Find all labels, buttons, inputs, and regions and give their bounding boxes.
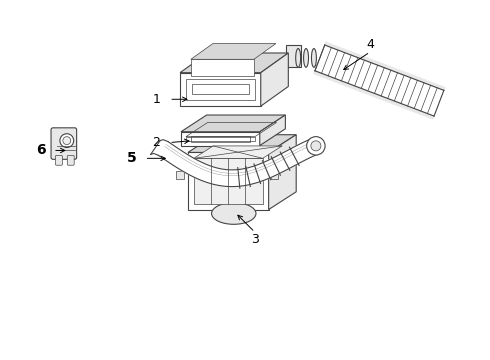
FancyBboxPatch shape (51, 128, 76, 159)
Text: 5: 5 (127, 151, 137, 165)
Polygon shape (176, 171, 184, 179)
Polygon shape (387, 99, 394, 104)
Polygon shape (417, 77, 425, 83)
Polygon shape (180, 53, 288, 73)
Polygon shape (341, 81, 348, 86)
Polygon shape (373, 94, 381, 99)
Polygon shape (338, 47, 345, 53)
Text: 3: 3 (251, 233, 259, 246)
Polygon shape (371, 60, 379, 65)
Ellipse shape (304, 49, 309, 67)
Polygon shape (194, 146, 282, 158)
Polygon shape (426, 113, 434, 119)
Polygon shape (269, 135, 296, 210)
Polygon shape (367, 91, 374, 96)
Polygon shape (188, 135, 296, 152)
Polygon shape (188, 152, 269, 210)
Polygon shape (360, 89, 368, 94)
Polygon shape (420, 111, 427, 116)
Circle shape (311, 141, 321, 151)
Polygon shape (314, 71, 321, 76)
Polygon shape (327, 76, 335, 81)
Polygon shape (331, 45, 339, 50)
Text: 2: 2 (152, 136, 160, 149)
Polygon shape (181, 132, 260, 145)
Polygon shape (354, 86, 361, 91)
Text: 6: 6 (36, 144, 46, 157)
Polygon shape (365, 57, 372, 63)
Polygon shape (260, 115, 285, 145)
Polygon shape (400, 104, 408, 109)
Circle shape (63, 137, 71, 145)
Polygon shape (431, 82, 438, 88)
Polygon shape (391, 67, 398, 73)
Circle shape (60, 134, 74, 148)
Polygon shape (191, 59, 254, 76)
Polygon shape (325, 42, 332, 48)
Polygon shape (397, 70, 405, 75)
Polygon shape (437, 85, 445, 90)
Text: 4: 4 (366, 38, 374, 51)
Polygon shape (347, 84, 355, 89)
Polygon shape (404, 72, 412, 78)
Polygon shape (384, 65, 392, 70)
FancyBboxPatch shape (67, 156, 74, 165)
FancyBboxPatch shape (55, 156, 62, 165)
Text: 1: 1 (152, 93, 160, 106)
Ellipse shape (295, 49, 301, 67)
Polygon shape (191, 44, 276, 59)
Polygon shape (424, 80, 432, 85)
Polygon shape (380, 96, 388, 101)
Polygon shape (378, 62, 385, 68)
Polygon shape (411, 75, 418, 80)
Polygon shape (413, 108, 421, 114)
Polygon shape (180, 73, 261, 106)
Polygon shape (181, 115, 285, 132)
Circle shape (307, 137, 325, 155)
Polygon shape (320, 73, 328, 78)
Polygon shape (270, 171, 278, 179)
Polygon shape (351, 52, 359, 58)
Ellipse shape (312, 49, 317, 67)
Polygon shape (286, 45, 301, 67)
Polygon shape (358, 55, 366, 60)
Polygon shape (393, 101, 401, 106)
Polygon shape (159, 138, 319, 186)
Polygon shape (407, 106, 414, 111)
Polygon shape (334, 78, 342, 84)
Ellipse shape (212, 203, 256, 224)
Polygon shape (344, 50, 352, 55)
Polygon shape (194, 158, 263, 204)
Polygon shape (261, 53, 288, 106)
